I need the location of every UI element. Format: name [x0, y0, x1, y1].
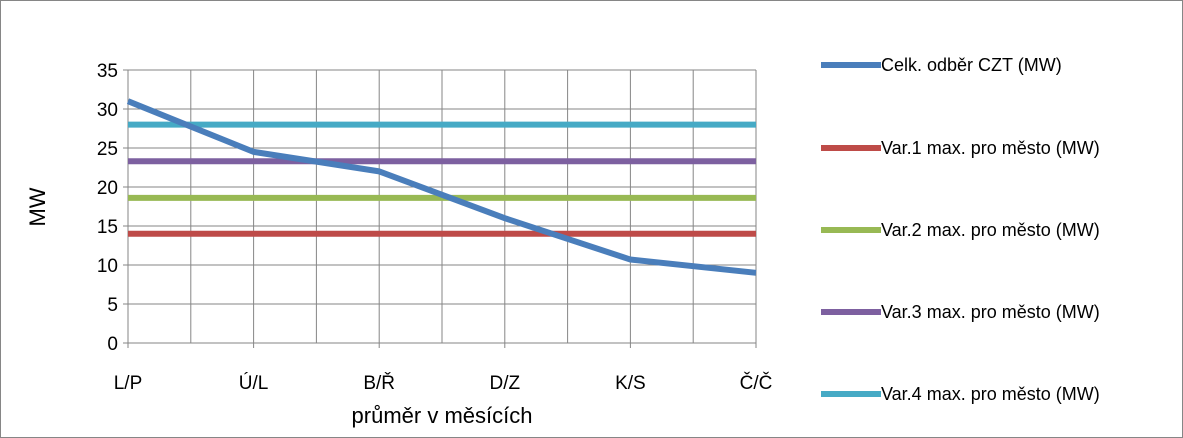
- y-tick-label: 15: [97, 217, 118, 238]
- y-tick-label: 5: [107, 295, 118, 316]
- axes: [123, 69, 757, 348]
- legend-label: Var.1 max. pro město (MW): [881, 138, 1100, 158]
- y-tick-label: 10: [97, 256, 118, 277]
- grid: [128, 69, 757, 343]
- legend-label: Celk. odběr CZT (MW): [881, 55, 1062, 75]
- y-tick-label: 30: [97, 100, 118, 121]
- y-tick-labels: 0 5 10 15 20 25 30 35: [97, 61, 118, 355]
- legend-label: Var.2 max. pro město (MW): [881, 220, 1100, 240]
- y-tick-label: 20: [97, 178, 118, 199]
- y-tick-label: 35: [97, 61, 118, 82]
- y-tick-label: 0: [107, 334, 118, 355]
- x-tick-label: B/Ř: [363, 372, 395, 394]
- x-tick-label: L/P: [114, 373, 143, 394]
- x-tick-label: Ú/L: [239, 372, 269, 394]
- x-tick-label: Č/Č: [740, 372, 773, 394]
- legend: Celk. odběr CZT (MW) Var.1 max. pro město…: [821, 55, 1100, 404]
- series-line-celk-odb-r-czt-mw: [126, 98, 757, 276]
- x-tick-labels: L/P Ú/L B/Ř D/Z K/S Č/Č: [114, 372, 773, 394]
- x-tick-label: K/S: [615, 373, 646, 394]
- legend-label: Var.4 max. pro město (MW): [881, 384, 1100, 404]
- x-axis-title: průměr v měsících: [352, 403, 533, 428]
- series-lines: [126, 98, 757, 276]
- y-tick-label: 25: [97, 139, 118, 160]
- x-tick-label: D/Z: [489, 373, 520, 394]
- legend-label: Var.3 max. pro město (MW): [881, 302, 1100, 322]
- y-axis-title: MW: [25, 187, 50, 226]
